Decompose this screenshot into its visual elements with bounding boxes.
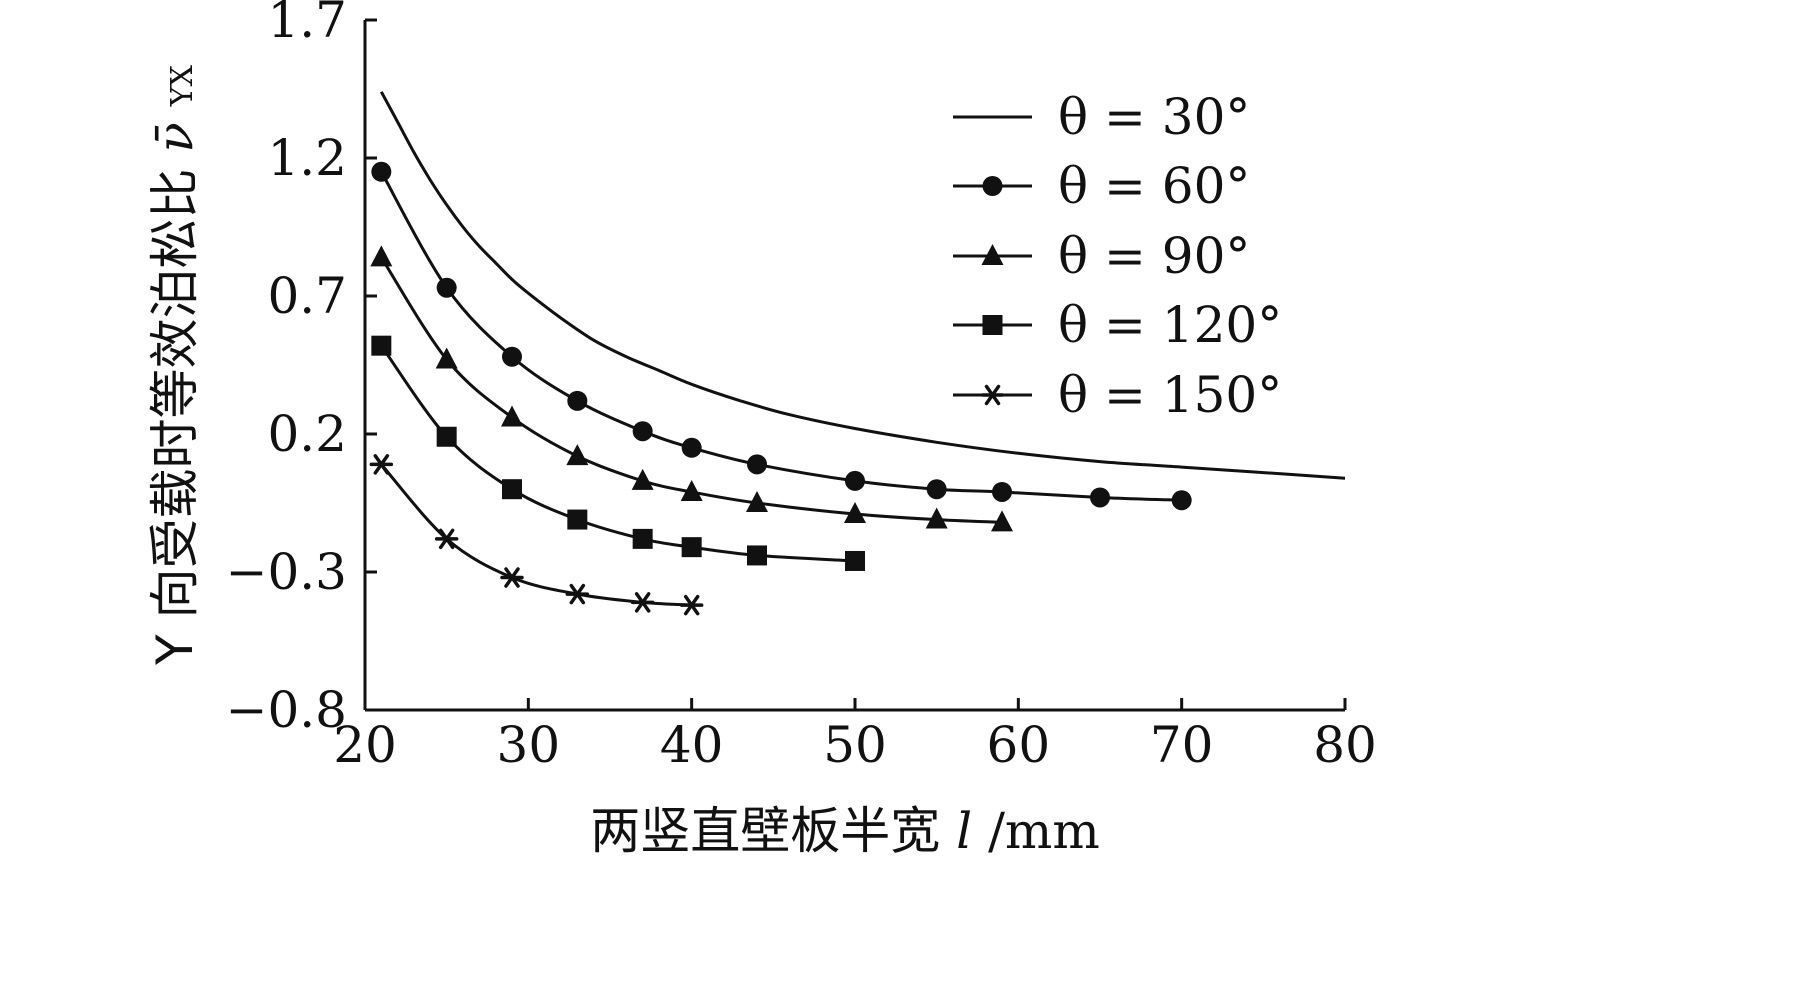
data-point [436,277,457,298]
x-tick-label: 60 [987,716,1051,774]
data-point [844,502,866,524]
data-point [567,509,588,530]
x-tick-label: 50 [823,716,887,774]
y-axis-title-var: ν̄ [146,122,204,152]
data-point [435,347,458,369]
tick-marks: 1.7 1.2 0.7 0.2 −0.3 −0.820 30 40 50 60 70 80 [226,0,1377,774]
x-axis-title: 两竖直壁板半宽 l /mm [590,802,1099,860]
data-point [434,528,459,550]
series-line [379,171,1182,502]
data-point [371,335,392,356]
series-4 [371,335,865,571]
legend-marker [980,384,1005,406]
data-point [371,161,392,182]
data-point [845,550,865,571]
x-axis-title-unit: /mm [988,802,1100,860]
y-axis-title-main: Y 向受载时等效泊松比 [146,168,204,665]
data-point [679,594,704,616]
data-point [1171,490,1192,511]
data-point [747,545,767,566]
data-point [680,479,703,501]
legend-label: θ = 60° [1058,157,1250,215]
data-point [1090,487,1110,508]
series-layer [369,91,1346,616]
data-point [632,421,653,442]
data-point [681,537,702,558]
data-point [566,444,589,466]
data-point [501,405,523,427]
series-3 [370,245,1013,532]
data-point [436,426,457,447]
legend-marker [982,176,1003,196]
data-point [992,481,1012,502]
x-tick-label: 20 [333,716,397,774]
x-tick-label: 40 [660,716,724,774]
data-point [746,491,768,512]
svg-text:Y 向受载时等效泊松比 ν̄ YX: Y 向受载时等效泊松比 ν̄ YX [146,64,204,665]
legend-label: θ = 150° [1058,366,1282,424]
y-tick-label: −0.8 [226,681,347,739]
y-tick-label: 0.7 [267,267,347,325]
legend-item: θ = 30° [953,88,1250,146]
data-point [370,245,393,267]
legend-marker [981,244,1004,265]
y-tick-label: 0.2 [267,405,347,463]
data-point [681,437,702,458]
legend-label: θ = 120° [1058,296,1282,354]
legend-label: θ = 90° [1058,227,1250,285]
data-point [565,583,590,605]
data-point [630,592,655,613]
data-point [926,479,947,500]
series-line [380,256,1003,524]
x-tick-label: 30 [497,716,561,774]
data-point [845,470,865,491]
legend-item: θ = 150° [953,366,1282,424]
data-point [925,507,948,529]
x-axis-title-var: l [956,802,972,860]
legend-marker [982,315,1003,335]
data-point [502,346,522,367]
y-axis-title: Y 向受载时等效泊松比 ν̄ YX [146,64,204,665]
series-5 [369,454,704,616]
series-2 [371,161,1192,511]
legend: θ = 30° θ = 60° θ = 90° θ = 120° θ = 150° [953,88,1282,424]
x-tick-label: 80 [1313,716,1377,774]
data-point [567,390,588,411]
x-axis-title-main: 两竖直壁板半宽 [590,802,940,860]
y-tick-label: 1.2 [267,129,347,187]
data-point [991,510,1013,532]
legend-label: θ = 30° [1058,88,1250,146]
data-point [632,528,653,549]
data-point [502,479,522,500]
series-1 [379,91,1346,480]
data-point [631,468,654,490]
series-line [379,91,1346,480]
data-point [747,454,767,475]
y-tick-label: 1.7 [267,0,347,49]
y-tick-label: −0.3 [226,543,347,601]
legend-item: θ = 90° [953,227,1250,285]
data-point [500,567,524,588]
legend-item: θ = 60° [953,157,1250,215]
x-tick-label: 70 [1150,716,1214,774]
data-point [369,454,394,475]
legend-item: θ = 120° [953,296,1282,354]
y-axis-title-sub: YX [165,64,200,107]
